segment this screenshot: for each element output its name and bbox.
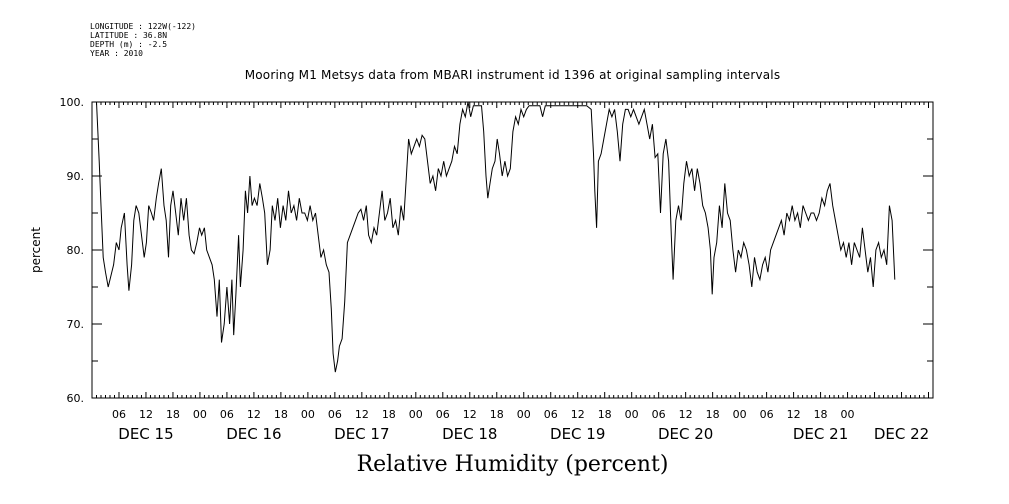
x-tick-label: 06 <box>328 408 342 421</box>
x-tick-label: 06 <box>652 408 666 421</box>
x-tick-label: 12 <box>571 408 585 421</box>
x-day-label: DEC 22 <box>874 425 929 443</box>
x-day-label: DEC 15 <box>118 425 173 443</box>
x-tick-label: 18 <box>490 408 504 421</box>
x-tick-label: 12 <box>787 408 801 421</box>
x-day-label: DEC 20 <box>658 425 713 443</box>
x-tick-label: 06 <box>436 408 450 421</box>
x-tick-label: 00 <box>841 408 855 421</box>
x-tick-label: 18 <box>814 408 828 421</box>
metadata-block: LONGITUDE : 122W(-122) LATITUDE : 36.8N … <box>90 22 196 58</box>
x-tick-label: 12 <box>247 408 261 421</box>
x-tick-label: 06 <box>544 408 558 421</box>
x-tick-label: 18 <box>706 408 720 421</box>
x-tick-label: 06 <box>220 408 234 421</box>
plot-frame <box>91 101 934 399</box>
series-line <box>96 101 896 373</box>
chart-x-axis-title: Relative Humidity (percent) <box>356 452 669 477</box>
x-tick-label: 18 <box>382 408 396 421</box>
y-tick-label: 100. <box>60 96 85 109</box>
x-day-label: DEC 21 <box>793 425 848 443</box>
metadata-latitude: LATITUDE : 36.8N <box>90 31 168 40</box>
x-tick-label: 18 <box>166 408 180 421</box>
metadata-year: YEAR : 2010 <box>90 49 143 58</box>
x-tick-label: 00 <box>625 408 639 421</box>
x-day-label: DEC 17 <box>334 425 389 443</box>
x-day-label: DEC 19 <box>550 425 605 443</box>
x-tick-label: 06 <box>112 408 126 421</box>
y-tick-label: 90. <box>67 170 85 183</box>
y-axis-title: percent <box>29 227 43 273</box>
x-tick-label: 12 <box>355 408 369 421</box>
metadata-longitude: LONGITUDE : 122W(-122) <box>90 22 196 31</box>
x-tick-label: 18 <box>274 408 288 421</box>
x-tick-label: 00 <box>193 408 207 421</box>
x-tick-label: 12 <box>463 408 477 421</box>
x-tick-label: 12 <box>139 408 153 421</box>
y-tick-label: 70. <box>67 318 85 331</box>
metadata-depth: DEPTH (m) : -2.5 <box>90 40 168 49</box>
x-tick-label: 00 <box>301 408 315 421</box>
x-tick-label: 00 <box>409 408 423 421</box>
x-tick-label: 06 <box>760 408 774 421</box>
y-tick-label: 80. <box>67 244 85 257</box>
x-tick-label: 00 <box>517 408 531 421</box>
x-tick-label: 18 <box>598 408 612 421</box>
x-tick-label: 12 <box>679 408 693 421</box>
x-day-label: DEC 16 <box>226 425 281 443</box>
y-tick-label: 60. <box>67 392 85 405</box>
x-day-label: DEC 18 <box>442 425 497 443</box>
chart-title: Mooring M1 Metsys data from MBARI instru… <box>244 68 781 82</box>
x-tick-label: 00 <box>733 408 747 421</box>
